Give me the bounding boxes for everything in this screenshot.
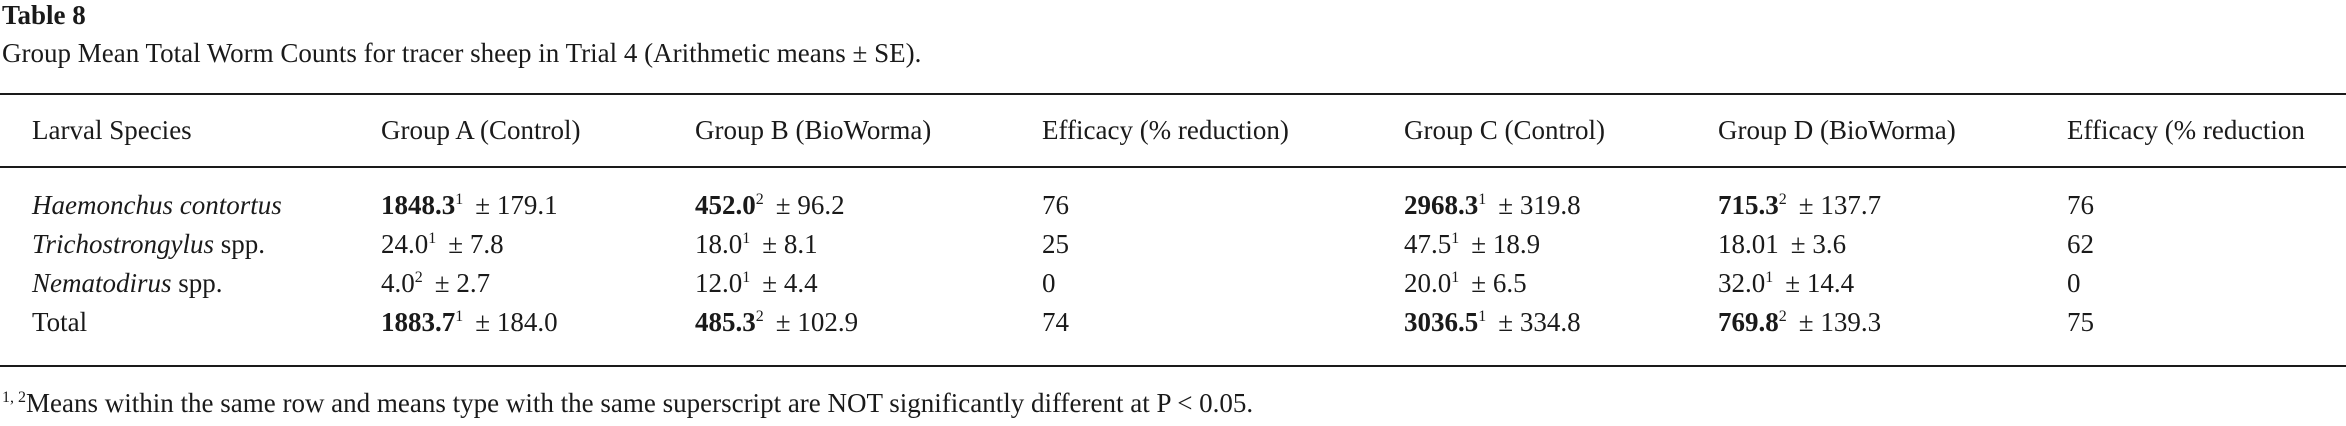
cell-eff2: 75 [2067,307,2094,337]
significance-superscript: 1 [1451,230,1460,247]
cell-eff2: 76 [2067,190,2094,220]
cell-eff2: 0 [2067,268,2081,298]
cell-group-d: 32.01 ± 14.4 [1718,268,1854,299]
standard-error: ± 184.0 [475,307,558,337]
cell-group-d: 18.01 ± 3.6 [1718,229,1846,260]
header-group-a: Group A (Control) [381,115,581,145]
mean-value: 47.5 [1404,229,1452,259]
standard-error: ± 18.9 [1471,229,1541,259]
mean-value: 2968.3 [1404,190,1479,220]
standard-error: ± 7.8 [448,229,504,259]
cell-eff2: 62 [2067,229,2094,259]
species-genus: Haemonchus contortus [32,190,282,220]
cell-group-d: 769.82 ± 139.3 [1718,307,1881,338]
standard-error: ± 137.7 [1798,190,1882,220]
significance-superscript: 1 [1765,269,1774,286]
significance-superscript: 1 [1478,191,1487,208]
header-group-d: Group D (BioWorma) [1718,115,1956,145]
mean-value: 24.0 [381,229,429,259]
significance-superscript: 1 [1478,308,1487,325]
header-larval-species: Larval Species [32,115,192,145]
cell-eff1: 76 [1042,190,1069,220]
standard-error: ± 3.6 [1790,229,1847,259]
header-group-b: Group B (BioWorma) [695,115,932,145]
mean-value: 1848.3 [381,190,456,220]
cell-species: Haemonchus contortus [32,190,282,221]
mean-value: 4.0 [381,268,415,298]
significance-superscript: 1 [742,230,751,247]
cell-species: Trichostrongylus spp. [32,229,265,260]
mean-value: 18.01 [1718,229,1779,259]
table-caption: Group Mean Total Worm Counts for tracer … [2,38,922,68]
cell-group-c: 20.01 ± 6.5 [1404,268,1527,299]
standard-error: ± 8.1 [762,229,818,259]
significance-superscript: 1 [742,269,751,286]
mean-value: 769.8 [1718,307,1779,337]
significance-superscript: 1 [1451,269,1460,286]
mean-value: 32.0 [1718,268,1766,298]
mean-value: 1883.7 [381,307,456,337]
standard-error: ± 96.2 [775,190,845,220]
mean-value: 20.0 [1404,268,1452,298]
significance-superscript: 2 [414,269,423,286]
mean-value: 3036.5 [1404,307,1479,337]
footnote-marker: 1, 2 [2,389,26,406]
header-rule [0,166,2346,168]
significance-superscript: 1 [428,230,437,247]
standard-error: ± 2.7 [434,268,491,298]
mean-value: 715.3 [1718,190,1779,220]
mean-value: 18.0 [695,229,743,259]
significance-superscript: 2 [1778,191,1787,208]
table-label: Table 8 [2,0,86,30]
standard-error: ± 139.3 [1798,307,1882,337]
significance-superscript: 2 [1778,308,1787,325]
standard-error: ± 102.9 [775,307,859,337]
species-genus: Trichostrongylus [32,229,215,259]
cell-group-c: 47.51 ± 18.9 [1404,229,1540,260]
mean-value: 452.0 [695,190,756,220]
cell-group-c: 2968.31 ± 319.8 [1404,190,1581,221]
species-suffix: Total [32,307,88,337]
cell-species: Total [32,307,87,338]
header-efficacy-2: Efficacy (% reduction [2067,115,2305,145]
significance-superscript: 1 [455,308,464,325]
cell-eff1: 0 [1042,268,1056,298]
cell-group-a: 24.01 ± 7.8 [381,229,504,260]
cell-group-b: 12.01 ± 4.4 [695,268,818,299]
mean-value: 12.0 [695,268,743,298]
cell-group-b: 485.32 ± 102.9 [695,307,858,338]
species-genus: Nematodirus [32,268,172,298]
top-rule [0,93,2346,95]
species-suffix: spp. [214,229,266,259]
standard-error: ± 319.8 [1498,190,1581,220]
cell-species: Nematodirus spp. [32,268,223,299]
cell-eff1: 74 [1042,307,1069,337]
standard-error: ± 334.8 [1498,307,1581,337]
cell-group-b: 452.02 ± 96.2 [695,190,845,221]
cell-group-a: 1848.31 ± 179.1 [381,190,558,221]
footnote-text: Means within the same row and means type… [26,388,1254,418]
standard-error: ± 14.4 [1785,268,1855,298]
cell-group-a: 4.02 ± 2.7 [381,268,490,299]
cell-eff1: 25 [1042,229,1069,259]
cell-group-d: 715.32 ± 137.7 [1718,190,1881,221]
mean-value: 485.3 [695,307,756,337]
cell-group-a: 1883.71 ± 184.0 [381,307,558,338]
standard-error: ± 179.1 [475,190,558,220]
species-suffix: spp. [171,268,223,298]
significance-superscript: 2 [755,308,764,325]
table-footnote: 1, 2Means within the same row and means … [2,388,1253,419]
standard-error: ± 6.5 [1471,268,1527,298]
bottom-rule [0,365,2346,367]
cell-group-b: 18.01 ± 8.1 [695,229,818,260]
significance-superscript: 1 [455,191,464,208]
cell-group-c: 3036.51 ± 334.8 [1404,307,1581,338]
standard-error: ± 4.4 [762,268,818,298]
header-group-c: Group C (Control) [1404,115,1605,145]
significance-superscript: 2 [755,191,764,208]
header-efficacy-1: Efficacy (% reduction) [1042,115,1289,145]
